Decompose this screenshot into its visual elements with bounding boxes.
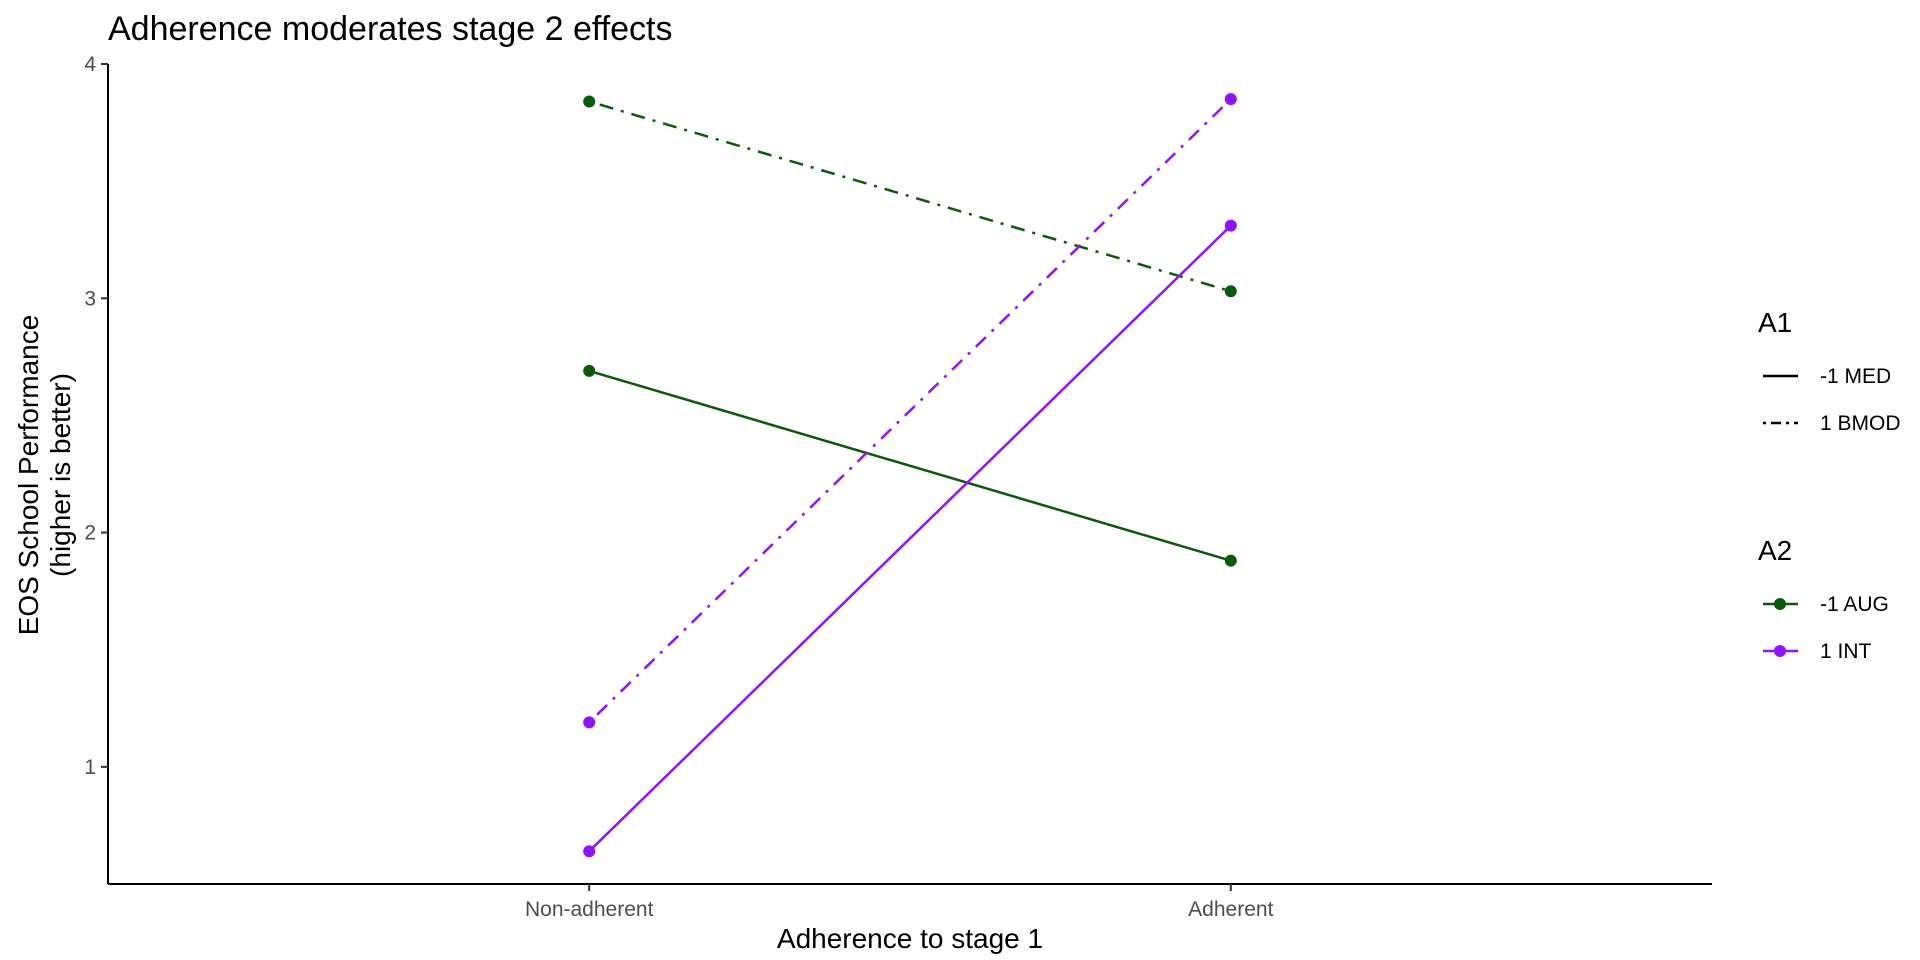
- legend-a2: A2 -1 AUG 1 INT: [1758, 535, 1889, 663]
- legend-label: 1 INT: [1820, 640, 1872, 663]
- series-line: [588, 100, 1232, 293]
- legend-label: -1 AUG: [1820, 593, 1889, 616]
- legend-item: -1 MED: [1763, 365, 1891, 388]
- series-point: [1224, 285, 1237, 298]
- x-axis-title: Adherence to stage 1: [777, 923, 1043, 954]
- chart-title: Adherence moderates stage 2 effects: [108, 10, 673, 48]
- x-tick-label: Adherent: [1188, 898, 1273, 921]
- series-3: [583, 93, 1237, 729]
- y-axis-title-line2: (higher is better): [45, 373, 76, 577]
- legend-item: 1 BMOD: [1763, 412, 1901, 435]
- y-tick-label: 3: [84, 287, 96, 310]
- legend-key-point: [1774, 645, 1786, 657]
- series-point: [583, 95, 596, 108]
- legend-item: 1 INT: [1763, 640, 1872, 663]
- series-point: [1224, 219, 1237, 232]
- series-line: [588, 369, 1232, 562]
- legend-label: 1 BMOD: [1820, 412, 1901, 435]
- series-point: [583, 716, 596, 729]
- series-0: [583, 364, 1237, 567]
- legend-title: A1: [1758, 307, 1792, 338]
- y-tick-label: 1: [84, 756, 96, 779]
- series-2: [583, 219, 1237, 858]
- series-line: [588, 224, 1232, 853]
- y-tick-label: 2: [84, 522, 96, 545]
- y-axis-title: EOS School Performance (higher is better…: [13, 315, 76, 636]
- series-line: [588, 98, 1232, 724]
- legend-label: -1 MED: [1820, 365, 1891, 388]
- x-tick-label: Non-adherent: [525, 898, 654, 921]
- legend: A1 -1 MED 1 BMOD A2 -1 AUG 1 INT: [1758, 307, 1901, 663]
- series-1: [583, 95, 1237, 298]
- y-tick-label: 4: [84, 53, 96, 76]
- y-axis-title-line1: EOS School Performance: [13, 315, 44, 636]
- series-point: [1224, 554, 1237, 567]
- series-layer: [583, 93, 1237, 858]
- axes: 1 2 3 4 Non-adherent Adherent: [84, 53, 1712, 921]
- series-point: [583, 364, 596, 377]
- series-point: [1224, 93, 1237, 106]
- legend-title: A2: [1758, 535, 1792, 566]
- legend-item: -1 AUG: [1763, 593, 1889, 616]
- legend-key-point: [1774, 598, 1786, 610]
- legend-a1: A1 -1 MED 1 BMOD: [1758, 307, 1901, 435]
- series-point: [583, 845, 596, 858]
